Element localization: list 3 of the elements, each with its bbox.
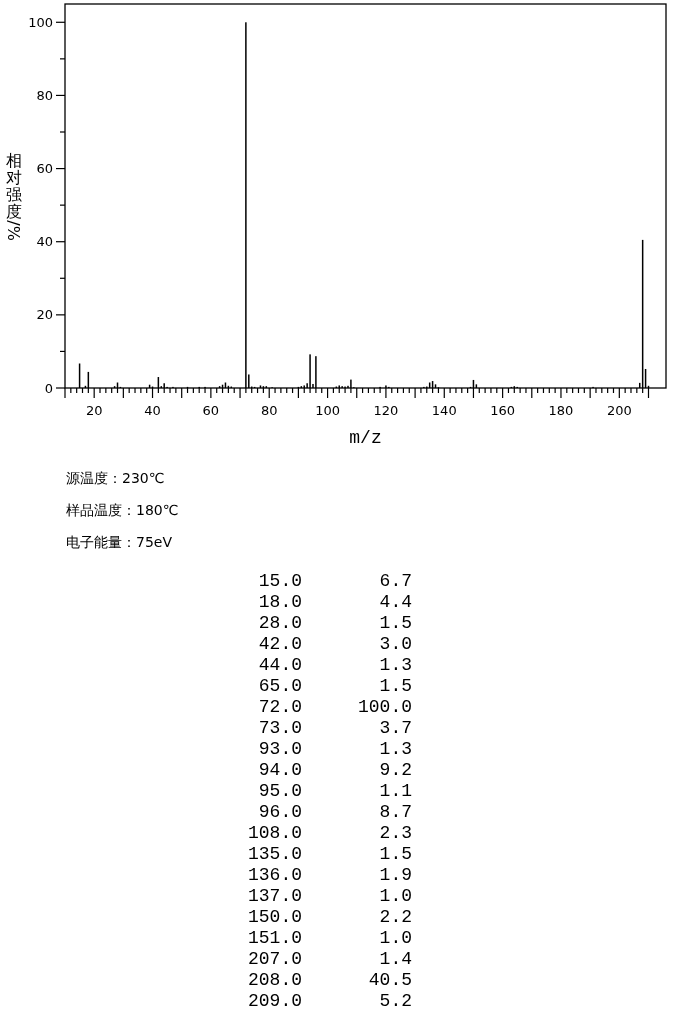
- annotation: 电子能量：75eV: [66, 534, 172, 550]
- annotation: 源温度：230℃: [66, 470, 165, 486]
- annotation: 样品温度：180℃: [66, 502, 179, 518]
